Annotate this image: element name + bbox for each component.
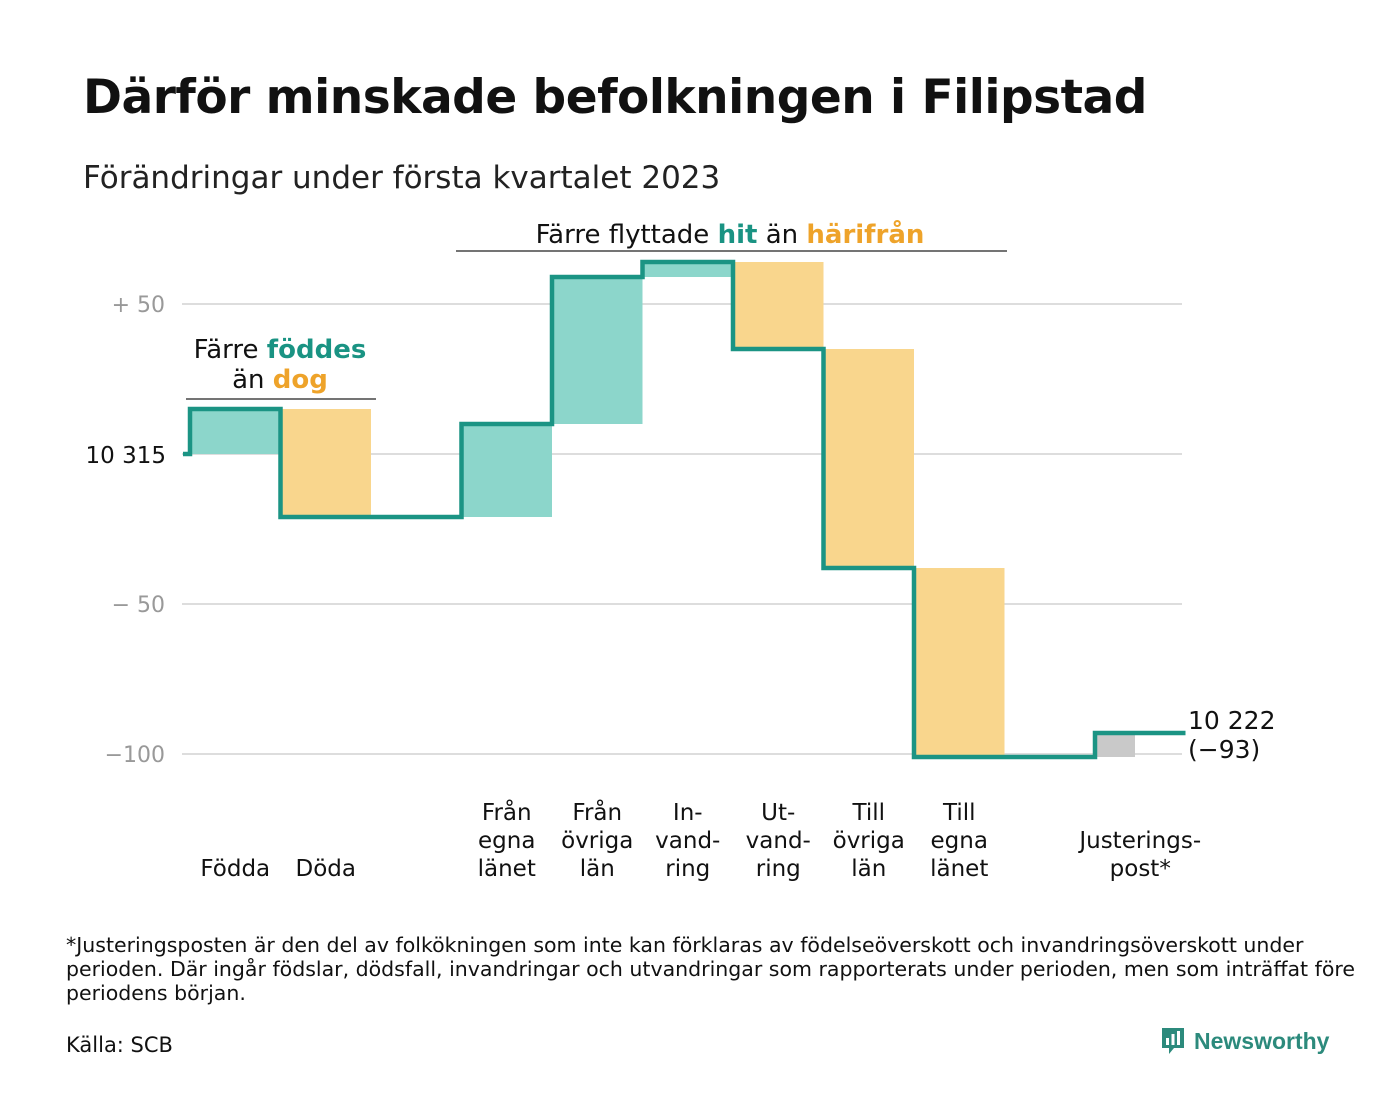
group-annotation: Färre flyttade hit än härifrån <box>536 218 925 250</box>
category-label: vand- <box>655 828 720 854</box>
category-label: egna <box>931 828 988 854</box>
end-value-label: (−93) <box>1188 735 1260 764</box>
category-label: Döda <box>296 856 356 882</box>
chart-subtitle: Förändringar under första kvartalet 2023 <box>83 160 721 196</box>
y-tick-label: − 50 <box>112 593 165 618</box>
newsworthy-logo-icon <box>1162 1028 1184 1054</box>
category-label: post* <box>1110 856 1171 882</box>
category-label: länet <box>478 856 536 882</box>
category-label: Till <box>851 800 885 826</box>
waterfall-bar <box>461 424 552 517</box>
category-label: län <box>580 856 615 882</box>
waterfall-bar <box>914 568 1005 757</box>
category-label: egna <box>478 828 535 854</box>
group-annotation: Färre föddes <box>194 335 367 365</box>
cumulative-step-line <box>183 259 1186 760</box>
category-label: län <box>851 856 886 882</box>
brand-name: Newsworthy <box>1194 1027 1330 1054</box>
group-annotation: än dog <box>232 365 328 395</box>
category-label: länet <box>930 856 988 882</box>
waterfall-bar <box>1095 733 1135 757</box>
category-label: Justerings- <box>1077 828 1201 854</box>
category-label: Födda <box>200 856 270 882</box>
waterfall-bar <box>552 277 643 424</box>
category-label: Ut- <box>761 800 795 826</box>
waterfall-bar <box>190 409 281 454</box>
waterfall-bar <box>733 262 824 349</box>
brand-logo: Newsworthy <box>1160 1026 1329 1056</box>
waterfall-bar <box>642 262 733 277</box>
category-label: ring <box>665 856 710 882</box>
source-note: Källa: SCB <box>66 1033 173 1057</box>
start-value-label: 10 315 <box>86 443 166 469</box>
category-label: In- <box>673 800 703 826</box>
y-tick-label: + 50 <box>112 293 165 318</box>
waterfall-bar <box>823 349 914 568</box>
category-label: ring <box>756 856 801 882</box>
category-label: Från <box>482 798 532 826</box>
footnote: *Justeringsposten är den del av folkökni… <box>66 933 1355 1005</box>
category-label: övriga <box>561 828 633 854</box>
waterfall-bar <box>280 409 371 517</box>
category-label: övriga <box>833 828 905 854</box>
category-label: Till <box>942 800 976 826</box>
chart-title: Därför minskade befolkningen i Filipstad <box>83 70 1147 125</box>
category-label: vand- <box>746 828 811 854</box>
y-tick-label: −100 <box>105 743 165 768</box>
category-label: Från <box>572 798 622 826</box>
end-value-label: 10 222 <box>1188 706 1275 735</box>
